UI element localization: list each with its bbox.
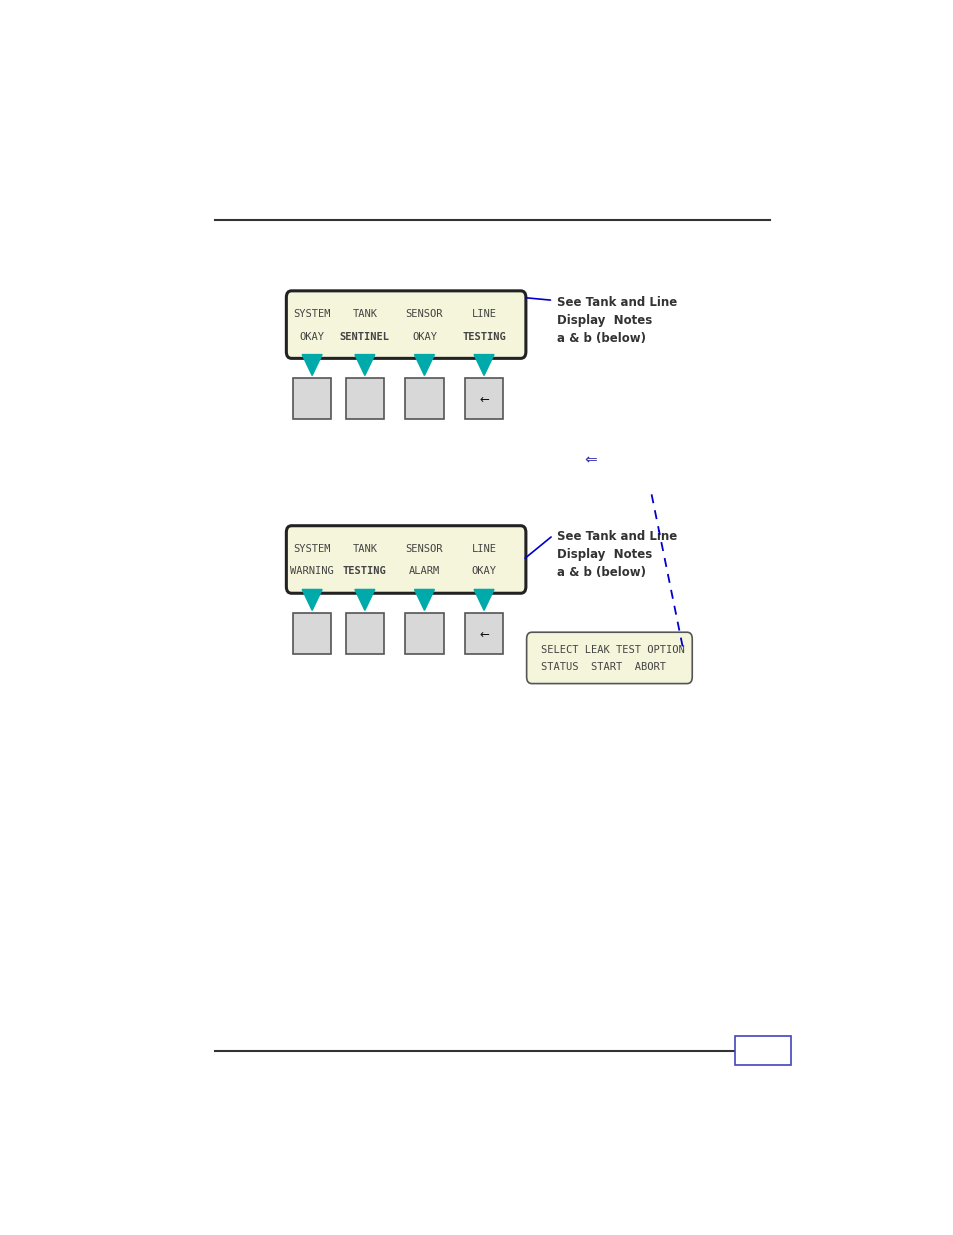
Text: TANK: TANK	[352, 543, 377, 553]
Polygon shape	[414, 354, 434, 375]
Polygon shape	[355, 589, 375, 610]
Text: STATUS  START  ABORT: STATUS START ABORT	[540, 662, 665, 672]
Polygon shape	[474, 589, 494, 610]
Text: See Tank and Line
Display  Notes
a & b (below): See Tank and Line Display Notes a & b (b…	[557, 531, 677, 579]
Text: OKAY: OKAY	[471, 567, 496, 577]
Text: TESTING: TESTING	[461, 331, 505, 342]
Text: SYSTEM: SYSTEM	[294, 543, 331, 553]
Text: ←: ←	[478, 627, 489, 641]
Text: LINE: LINE	[471, 309, 496, 319]
Text: TESTING: TESTING	[343, 567, 386, 577]
Text: LINE: LINE	[471, 543, 496, 553]
FancyBboxPatch shape	[286, 291, 525, 358]
Text: TANK: TANK	[352, 309, 377, 319]
FancyBboxPatch shape	[286, 526, 525, 593]
Polygon shape	[474, 354, 494, 375]
FancyBboxPatch shape	[293, 378, 331, 419]
FancyBboxPatch shape	[464, 378, 503, 419]
Text: SYSTEM: SYSTEM	[294, 309, 331, 319]
Polygon shape	[302, 354, 322, 375]
Text: ←: ←	[478, 393, 489, 406]
Text: OKAY: OKAY	[299, 331, 324, 342]
Text: SENTINEL: SENTINEL	[339, 331, 390, 342]
FancyBboxPatch shape	[293, 614, 331, 655]
Text: ⇐: ⇐	[583, 452, 596, 468]
FancyBboxPatch shape	[526, 632, 692, 684]
Text: SELECT LEAK TEST OPTION: SELECT LEAK TEST OPTION	[540, 645, 683, 655]
Text: ALARM: ALARM	[409, 567, 439, 577]
Text: SENSOR: SENSOR	[405, 309, 443, 319]
FancyBboxPatch shape	[405, 378, 443, 419]
FancyBboxPatch shape	[464, 614, 503, 655]
FancyBboxPatch shape	[345, 614, 384, 655]
FancyBboxPatch shape	[405, 614, 443, 655]
Polygon shape	[302, 589, 322, 610]
FancyBboxPatch shape	[345, 378, 384, 419]
Polygon shape	[355, 354, 375, 375]
Polygon shape	[414, 589, 434, 610]
Text: SENSOR: SENSOR	[405, 543, 443, 553]
FancyBboxPatch shape	[735, 1036, 790, 1065]
Text: See Tank and Line
Display  Notes
a & b (below): See Tank and Line Display Notes a & b (b…	[557, 295, 677, 345]
Text: OKAY: OKAY	[412, 331, 436, 342]
Text: WARNING: WARNING	[290, 567, 334, 577]
